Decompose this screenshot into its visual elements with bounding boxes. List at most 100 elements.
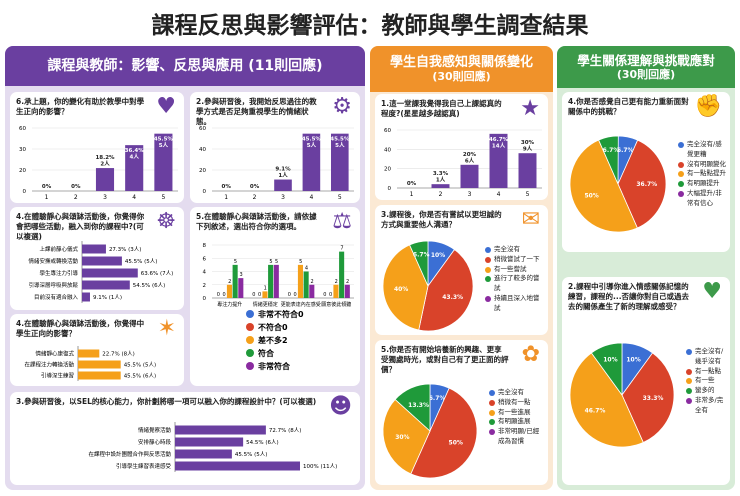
heart-arrow-icon: ♥: [156, 94, 176, 119]
bar: [78, 349, 100, 358]
chat-bubbles-icon: ✉: [521, 207, 540, 232]
x-tick-label: 2: [253, 194, 257, 201]
slice-label: 10%: [626, 356, 640, 363]
x-tick-label: 1: [410, 191, 414, 198]
legend-label: 完全沒有/感覺更糟: [687, 140, 722, 158]
x-tick-label: 5: [526, 191, 530, 198]
legend-label: 完全沒有/幾乎沒有: [695, 347, 724, 365]
x-tick-label: 3: [281, 194, 285, 201]
sparkle-figure-icon: ✶: [157, 316, 176, 341]
bar: [82, 280, 130, 290]
data-label: 0: [258, 292, 261, 298]
legend-item: 有一些: [686, 376, 726, 386]
legend-label: 稍微嘗試了一下: [494, 254, 540, 263]
legend-marker: [686, 349, 692, 355]
legend-marker: [489, 409, 495, 416]
bar: [82, 244, 106, 254]
category-label: 在課程中設計團體合作與反思活動: [88, 450, 171, 458]
bar: [330, 133, 349, 191]
percent-label: 45.5%: [154, 137, 174, 143]
relation-panel-subtitle: (30則回應): [616, 67, 676, 81]
x-tick-label: 2: [74, 194, 78, 201]
y-tick-label: 2: [203, 283, 207, 289]
chart-card: 3.課程後，你是否有嘗試以更坦誠的方式與重要他人溝通？ ✉ 10% 43.3% 40% 6…: [375, 205, 548, 335]
question-text: 4.你是否感覺自己更有能力重新面對關係中的挑戰？: [568, 97, 689, 116]
legend-marker: [485, 276, 491, 283]
question-text: 1.這一堂課我覺得我自己上課認真的程度?(星星越多越認真): [381, 99, 502, 118]
question-text: 3.參與研習後，以SEL的核心能力，你計劃將哪一項可以融入你的課程設計中？(可以…: [16, 397, 317, 406]
page-title: 課程反思與影響評估：教師與學生調查結果: [151, 13, 589, 39]
legend-item: 完全沒有: [485, 245, 544, 255]
meditation-icon: ☸: [156, 209, 176, 234]
legend-marker: [686, 397, 692, 404]
percent-label: 30%: [521, 140, 535, 146]
bar: [339, 251, 345, 298]
question-text: 5.你是否有開始培養新的興趣、更享受獨處時光，或對自己有了更正面的評價？: [381, 345, 509, 374]
legend-marker: [485, 295, 491, 302]
count-label: 6人: [465, 156, 475, 164]
x-tick-label: 更能表達內在感受: [281, 301, 321, 308]
bar: [303, 271, 309, 298]
data-label: 1: [264, 285, 267, 291]
legend-label: 沒有明顯變化: [687, 159, 726, 168]
y-tick-label: 8: [203, 243, 207, 249]
teacher-panel-header: 課程與教師：影響、反思與應用 (11則回應): [5, 46, 365, 86]
bar: [226, 284, 232, 298]
legend-item: 完全沒有/感覺更糟: [678, 140, 726, 160]
count-label: 1人: [436, 176, 446, 184]
category-label: 上課前靜心儀式: [39, 245, 78, 253]
legend-label: 有一些進展: [498, 407, 531, 416]
flower-icon: ✿: [521, 342, 540, 367]
data-label: 2: [346, 279, 349, 285]
star-icon: ★: [520, 96, 540, 121]
bar: [431, 184, 450, 188]
percent-label: 20%: [463, 152, 477, 158]
count-label: 2人: [100, 160, 110, 168]
y-tick-label: 60: [19, 126, 26, 132]
legend-label: 有一點點: [695, 366, 721, 375]
slice-label: 50%: [449, 440, 463, 447]
pie-slice: [590, 342, 623, 397]
data-label: 0: [217, 292, 220, 298]
bar: [82, 268, 138, 278]
chart-svg: 10% 43.3% 40% 6.7%: [382, 240, 474, 332]
y-tick-label: 40: [199, 147, 206, 153]
data-label: 0: [329, 292, 332, 298]
count-label: 5人: [335, 141, 345, 149]
bar: [238, 278, 244, 298]
bar: [175, 425, 266, 435]
value-label: 9.1% (1人): [93, 294, 122, 301]
x-tick-label: 願意彼此傾聽: [321, 301, 351, 308]
chart-card: 4.在體驗靜心與頌缽活動後，你覺得中學生正向的影響？ ✶ 情緒靜心康復式 22.7% …: [10, 314, 184, 386]
chart-card: 4.在體驗靜心與頌缽活動後，你覺得你會把哪些活動，融入到你的課程中?(可以複選)…: [10, 207, 184, 310]
category-label: 引導深生練習: [41, 372, 74, 380]
percent-label: 3.3%: [433, 171, 449, 177]
legend-marker: [246, 362, 254, 370]
legend-marker: [678, 181, 684, 187]
chart-card: 2.參與研習後，我開始反思過往的教學方式是否足夠重視學生的情緒狀態。 ⚙ 0 20 40…: [190, 92, 360, 203]
bar: [95, 168, 115, 191]
x-tick-label: 5: [338, 194, 342, 201]
data-label: 2: [228, 279, 231, 285]
percent-label: 0%: [250, 184, 260, 190]
y-tick-label: 0: [203, 189, 207, 195]
relation-panel-header: 學生關係理解與挑戰應對 (30則回應): [557, 46, 735, 88]
y-tick-label: 20: [19, 168, 26, 174]
legend-label: 有一些: [695, 376, 715, 385]
bar: [262, 291, 268, 298]
data-label: 4: [305, 266, 308, 272]
bar: [297, 264, 303, 298]
legend-item: 稍微嘗試了一下: [485, 255, 544, 265]
legend-item: 有一些嘗試: [485, 265, 544, 275]
pie-slice: [569, 352, 644, 448]
legend-label: 持續且深入地嘗試: [494, 293, 540, 312]
pie-slice: [394, 383, 431, 432]
legend-item: 有一些進展: [489, 408, 544, 418]
chart-card: 5.在體驗靜心與頌缽活動後，請依據下列敘述，選出符合你的選項。 ⚖ 0 2 4 6 8 專注力…: [190, 207, 360, 386]
bar: [268, 264, 274, 298]
data-label: 2: [335, 279, 338, 285]
slice-label: 43.3%: [442, 294, 463, 301]
heart-question-icon: ♥: [702, 279, 722, 304]
legend-item: 稍微有一點: [489, 398, 544, 408]
data-label: 5: [299, 259, 302, 265]
